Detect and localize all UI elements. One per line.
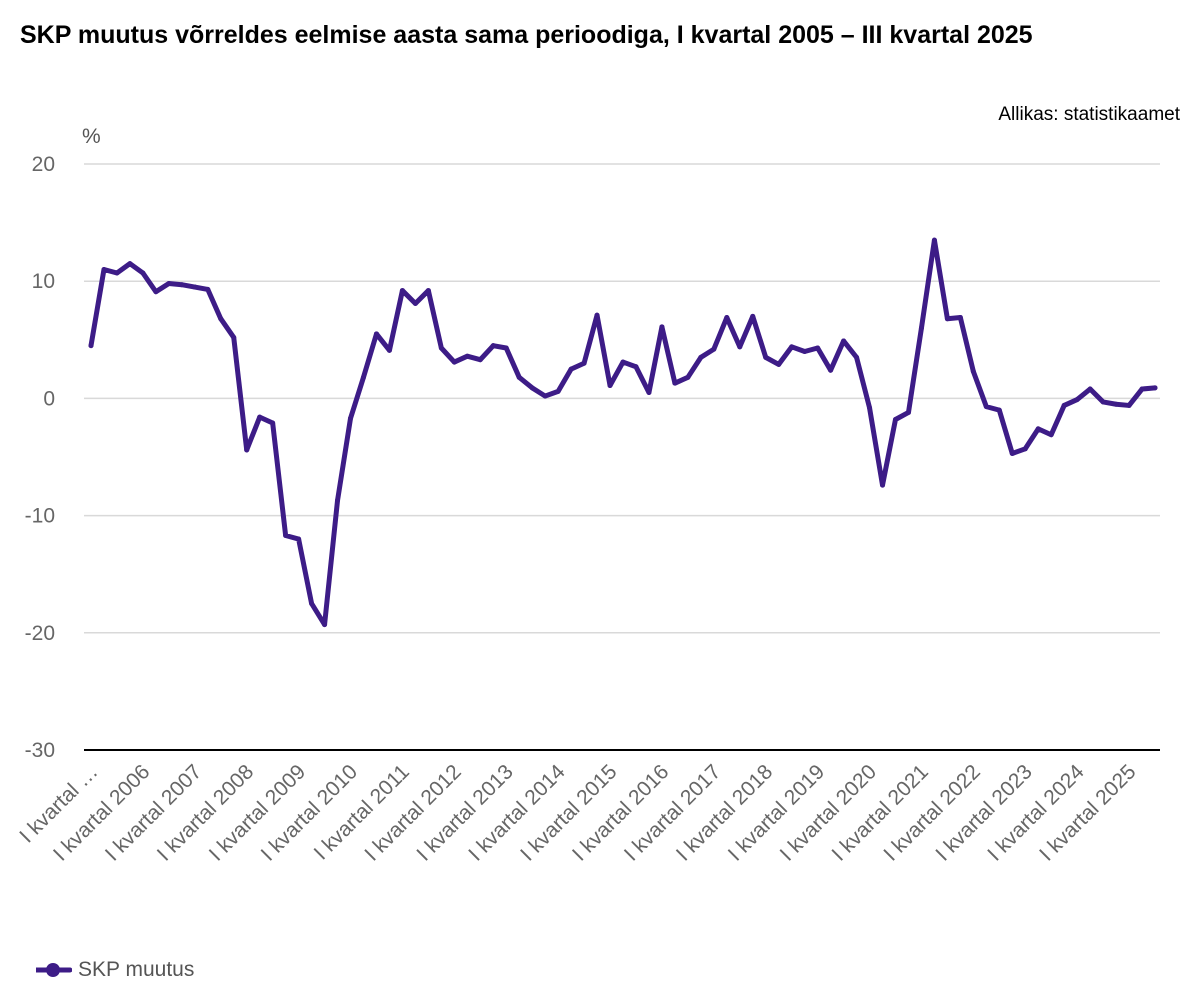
data-point[interactable] [880,482,886,488]
data-point[interactable] [322,622,328,628]
data-point[interactable] [192,284,198,290]
data-point[interactable] [737,344,743,350]
data-point[interactable] [581,360,587,366]
data-point[interactable] [412,300,418,306]
data-point[interactable] [360,374,366,380]
data-point[interactable] [399,288,405,294]
data-point[interactable] [672,380,678,386]
data-point[interactable] [724,315,730,321]
data-point[interactable] [257,414,263,420]
data-point[interactable] [867,405,873,411]
data-point[interactable] [114,270,120,276]
data-point[interactable] [841,338,847,344]
data-point[interactable] [244,447,250,453]
data-point[interactable] [918,325,924,331]
data-point[interactable] [1035,426,1041,432]
data-point[interactable] [789,344,795,350]
legend[interactable]: SKP muutus [36,958,194,982]
data-point[interactable] [1061,402,1067,408]
data-point[interactable] [594,312,600,318]
y-tick-label: -20 [25,622,55,645]
data-point[interactable] [218,316,224,322]
y-tick-label: 0 [43,387,55,410]
data-point[interactable] [516,374,522,380]
data-point[interactable] [270,420,276,426]
legend-marker-icon [36,963,72,977]
data-point[interactable] [646,390,652,396]
chart-title: SKP muutus võrreldes eelmise aasta sama … [20,21,1033,49]
data-point[interactable] [464,353,470,359]
data-point[interactable] [568,366,574,372]
data-point[interactable] [529,385,535,391]
data-point[interactable] [828,367,834,373]
data-point[interactable] [620,359,626,365]
data-point[interactable] [166,281,172,287]
data-point[interactable] [555,388,561,394]
data-point[interactable] [970,368,976,374]
data-point[interactable] [140,270,146,276]
data-point[interactable] [503,345,509,351]
series-line-skp-muutus [88,237,1158,628]
data-point[interactable] [698,354,704,360]
data-point[interactable] [1126,402,1132,408]
data-point[interactable] [750,313,756,319]
y-tick-label: -30 [25,739,55,762]
data-point[interactable] [1074,397,1080,403]
data-point[interactable] [153,289,159,295]
data-point[interactable] [944,316,950,322]
data-point[interactable] [127,261,133,267]
data-point[interactable] [335,497,341,503]
data-point[interactable] [373,331,379,337]
data-point[interactable] [1152,385,1158,391]
data-point[interactable] [685,374,691,380]
data-point[interactable] [451,359,457,365]
data-point[interactable] [1009,450,1015,456]
data-point[interactable] [438,345,444,351]
data-point[interactable] [309,601,315,606]
data-point[interactable] [905,409,911,415]
data-point[interactable] [931,237,937,243]
y-tick-label: -10 [25,505,55,528]
legend-label: SKP muutus [78,958,195,981]
data-point[interactable] [542,393,548,399]
data-point[interactable] [983,404,989,410]
data-point[interactable] [88,343,94,349]
y-axis-unit: % [82,125,101,148]
data-point[interactable] [296,536,302,542]
data-point[interactable] [1100,399,1106,405]
data-point[interactable] [179,282,185,288]
data-point[interactable] [205,286,211,292]
data-point[interactable] [711,346,717,352]
data-point[interactable] [815,345,821,351]
data-point[interactable] [1048,432,1054,438]
data-point[interactable] [477,357,483,363]
data-point[interactable] [1087,386,1093,392]
data-point[interactable] [101,266,107,272]
data-point[interactable] [1113,401,1119,407]
data-point[interactable] [231,334,237,340]
data-point[interactable] [892,416,898,422]
data-point[interactable] [802,349,808,355]
data-point[interactable] [659,324,665,330]
data-point[interactable] [348,415,354,421]
data-point[interactable] [283,533,289,539]
data-point[interactable] [763,354,769,360]
data-point[interactable] [776,361,782,367]
data-point[interactable] [633,364,639,370]
y-tick-label: 10 [32,270,55,293]
chart-source: Allikas: statistikaamet [998,104,1180,125]
data-point[interactable] [1139,386,1145,392]
data-point[interactable] [996,407,1002,413]
data-point[interactable] [957,315,963,321]
y-tick-label: 20 [32,153,55,176]
data-point[interactable] [1022,446,1028,452]
data-point[interactable] [425,288,431,294]
data-point[interactable] [607,383,613,389]
data-point[interactable] [386,347,392,353]
data-point[interactable] [854,354,860,360]
data-point[interactable] [490,343,496,349]
